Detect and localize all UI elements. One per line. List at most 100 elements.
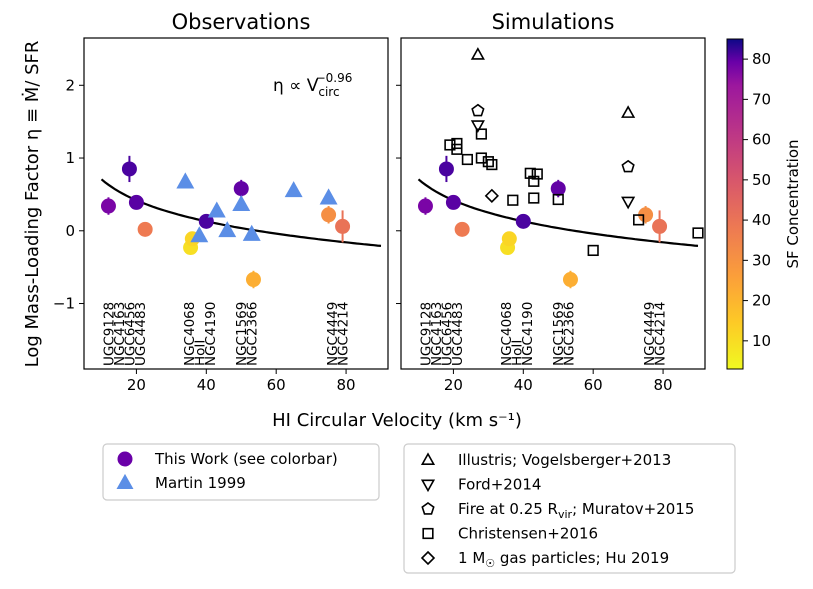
- galaxy-label: NGC1569: [234, 302, 250, 366]
- legend-left-frame: [102, 443, 380, 501]
- colorbar-tick-label: 40: [752, 211, 771, 229]
- galaxy-label: NGC4449: [325, 302, 341, 366]
- galaxy-label: NGC4163: [429, 302, 445, 366]
- simulation-point-pentagon: [621, 159, 635, 173]
- galaxy-label: NGC4068: [499, 302, 515, 366]
- this-work-point: [562, 272, 578, 288]
- galaxy-label: NGC4214: [653, 302, 669, 366]
- simulation-point-triangle-up: [621, 105, 636, 118]
- martin-1999-point: [218, 221, 237, 238]
- y-tick-label: 2: [65, 76, 75, 94]
- y-axis-label: Log Mass-Loading Factor η ≡ Ṁ/ SFR: [22, 41, 43, 368]
- legend-marker: [116, 473, 134, 490]
- legend-marker: [420, 550, 436, 566]
- galaxy-label: UGC4483: [450, 302, 466, 366]
- simulation-point-triangle-down: [621, 196, 636, 210]
- legend-marker: [422, 527, 434, 540]
- simulation-point-square: [633, 214, 645, 226]
- colorbar-tick-label: 70: [752, 90, 771, 108]
- simulation-point-square: [552, 193, 564, 206]
- x-tick-label: 80: [654, 376, 673, 394]
- legend-left: This Work (see colorbar) Martin 1999: [102, 443, 380, 501]
- simulations-panel-title: Simulations: [492, 10, 615, 34]
- this-work-point: [445, 194, 461, 210]
- legend-label: Martin 1999: [155, 474, 246, 492]
- galaxy-label: HoII: [192, 340, 208, 366]
- simulation-point-square: [451, 143, 463, 155]
- galaxy-label: NGC4449: [642, 302, 658, 366]
- galaxy-label: NGC4163: [112, 302, 128, 366]
- this-work-point: [233, 181, 249, 197]
- x-tick-label: 20: [444, 376, 463, 394]
- simulation-point-triangle-up: [470, 47, 485, 60]
- this-work-point: [121, 161, 137, 177]
- this-work-point: [321, 207, 337, 223]
- colorbar-tick-label: 30: [752, 251, 771, 269]
- this-work-point: [454, 221, 470, 237]
- this-work-point: [417, 198, 433, 214]
- colorbar-label: SF Concentration: [784, 139, 802, 268]
- simulation-point-square: [507, 194, 519, 206]
- galaxy-label: NGC4190: [203, 302, 219, 366]
- legend-right: Illustris; Vogelsberger+2013 Ford+2014 Fir…: [403, 443, 736, 574]
- simulation-point-square: [482, 156, 494, 168]
- martin-1999-point: [319, 188, 338, 205]
- galaxy-label: NGC2366: [562, 302, 578, 366]
- simulation-point-square: [587, 244, 599, 257]
- legend-label: 1 M☉ gas particles; Hu 2019: [458, 549, 669, 570]
- galaxy-label: UGC9128: [418, 302, 434, 366]
- simulation-point-square: [531, 168, 543, 180]
- galaxy-label: NGC1569: [551, 302, 567, 366]
- fit-line: [417, 178, 699, 247]
- galaxy-label: UGC6456: [439, 302, 455, 366]
- galaxy-label: UGC9128: [101, 302, 117, 366]
- y-tick-label: 1: [65, 149, 75, 167]
- simulation-point-square: [475, 152, 487, 164]
- this-work-point: [501, 231, 517, 247]
- observations-panel-title: Observations: [172, 10, 311, 34]
- galaxy-label: NGC4214: [336, 302, 352, 366]
- simulation-point-square: [461, 153, 473, 166]
- simulation-point-square: [475, 128, 487, 140]
- colorbar-tick-label: 10: [752, 332, 771, 350]
- observations-panel: 20 40 60 80 −1 0 1 2 UGC9128NGC4163UGC6456UGC448…: [53, 37, 389, 394]
- legend-label: Christensen+2016: [458, 525, 598, 543]
- simulation-point-square: [528, 175, 540, 187]
- simulation-point-square: [451, 137, 463, 150]
- x-tick-label: 20: [127, 376, 146, 394]
- fit-line: [100, 178, 382, 247]
- legend-label: Illustris; Vogelsberger+2013: [458, 451, 671, 469]
- galaxy-label: NGC4190: [520, 302, 536, 366]
- galaxy-label: HoII: [509, 340, 525, 366]
- scaling-relation-annotation: η ∝ Vcirc−0.96: [273, 71, 352, 99]
- simulation-point-square: [528, 192, 540, 204]
- simulation-point-triangle-down: [470, 120, 485, 133]
- colorbar-tick-label: 50: [752, 171, 771, 189]
- this-work-point: [245, 272, 261, 288]
- simulation-point-pentagon: [471, 103, 485, 117]
- y-tick-label: 0: [65, 222, 75, 240]
- galaxy-label: UGC6456: [122, 302, 138, 366]
- martin-1999-point: [207, 201, 226, 218]
- this-work-point: [515, 213, 531, 229]
- simulation-point-square: [524, 167, 536, 179]
- this-work-point: [198, 213, 214, 229]
- colorbar-gradient: [726, 38, 744, 370]
- this-work-point: [335, 218, 351, 234]
- this-work-point: [638, 207, 654, 223]
- galaxy-label: NGC2366: [245, 302, 261, 366]
- this-work-point: [438, 161, 454, 177]
- colorbar-tick-label: 60: [752, 131, 771, 149]
- this-work-point: [128, 194, 144, 210]
- colorbar-tick-label: 20: [752, 292, 771, 310]
- y-tick-label: −1: [53, 295, 75, 313]
- simulation-point-square: [692, 227, 704, 239]
- colorbar-tick-label: 80: [752, 50, 771, 68]
- this-work-point: [137, 221, 153, 237]
- axes-frame: [400, 37, 706, 370]
- martin-1999-point: [232, 194, 251, 211]
- x-tick-label: 60: [584, 376, 603, 394]
- legend-label: This Work (see colorbar): [154, 450, 338, 468]
- galaxy-label: UGC4483: [133, 302, 149, 366]
